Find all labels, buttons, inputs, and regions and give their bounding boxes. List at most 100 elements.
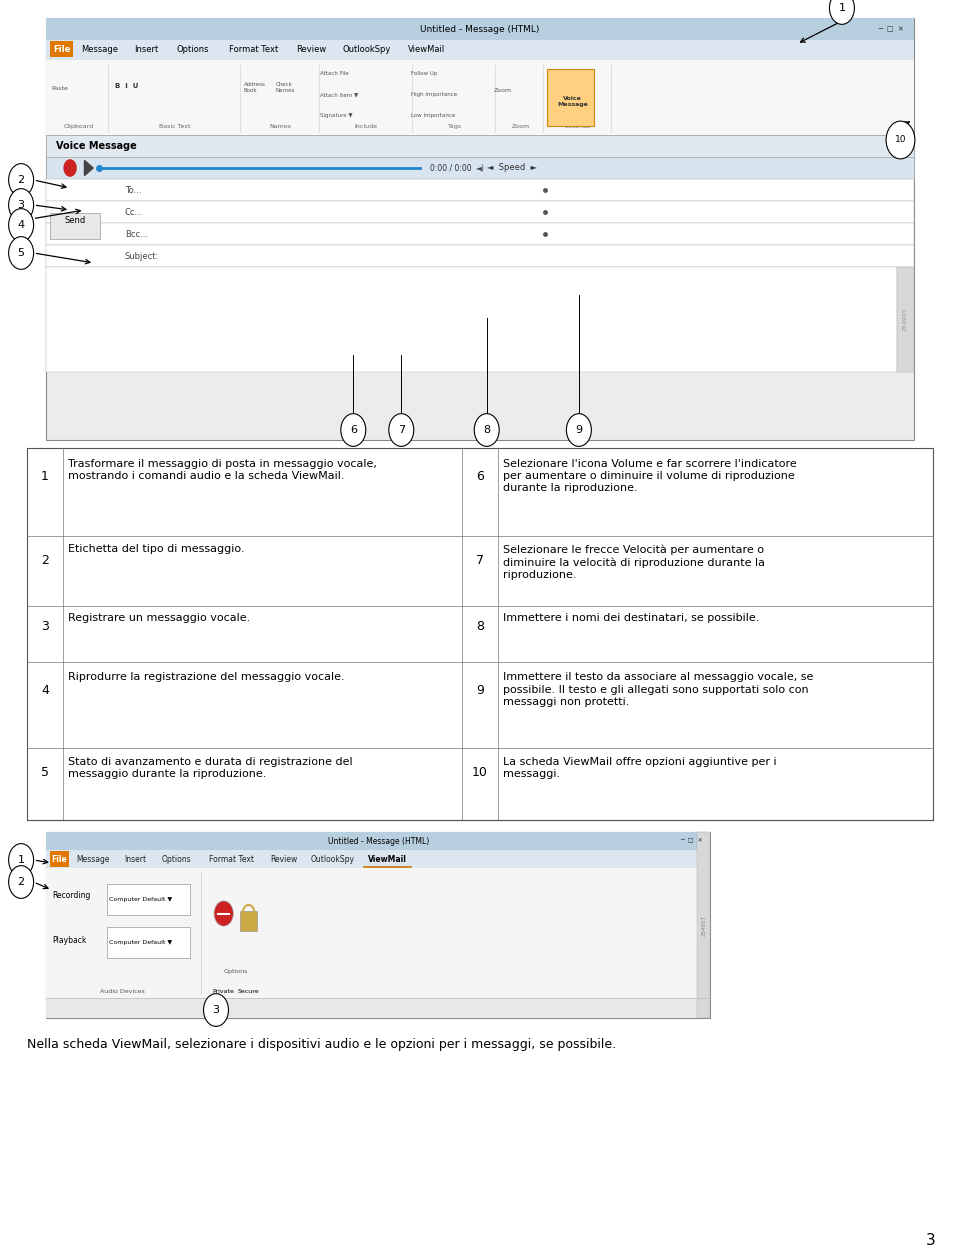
Circle shape: [886, 121, 915, 159]
Text: Immettere i nomi dei destinatari, se possibile.: Immettere i nomi dei destinatari, se pos…: [503, 613, 759, 623]
Text: Send: Send: [64, 216, 85, 225]
Text: 0:00 / 0:00: 0:00 / 0:00: [430, 164, 471, 172]
Text: Bcc...: Bcc...: [125, 229, 148, 239]
Text: 6: 6: [349, 425, 357, 435]
Text: «: «: [900, 141, 905, 151]
Circle shape: [341, 414, 366, 447]
Bar: [697, 832, 710, 1018]
Text: Format Text: Format Text: [209, 854, 254, 863]
Text: Follow Up: Follow Up: [411, 72, 437, 77]
Bar: [50, 852, 69, 867]
Bar: [46, 245, 914, 267]
Text: Insert: Insert: [133, 45, 158, 54]
FancyBboxPatch shape: [107, 927, 190, 957]
Text: 1: 1: [838, 3, 846, 13]
Text: Stato di avanzamento e durata di registrazione del
messaggio durante la riproduz: Stato di avanzamento e durata di registr…: [68, 756, 352, 779]
Text: Etichetta del tipo di messaggio.: Etichetta del tipo di messaggio.: [68, 545, 245, 555]
Text: Include: Include: [355, 123, 377, 128]
Bar: [46, 201, 914, 223]
Text: ◄): ◄): [475, 164, 485, 172]
Text: Options: Options: [177, 45, 209, 54]
Text: Trasformare il messaggio di posta in messaggio vocale,
mostrando i comandi audio: Trasformare il messaggio di posta in mes…: [68, 459, 377, 481]
Text: 3: 3: [926, 1233, 936, 1248]
Text: High Importance: High Importance: [411, 92, 457, 97]
Text: Cc...: Cc...: [125, 208, 143, 216]
Circle shape: [9, 866, 34, 898]
Bar: [50, 42, 73, 58]
Text: Untitled - Message (HTML): Untitled - Message (HTML): [327, 837, 429, 845]
Text: Voice Message: Voice Message: [56, 141, 136, 151]
Text: ViewMail: ViewMail: [408, 45, 445, 54]
Text: Immettere il testo da associare al messaggio vocale, se
possibile. Il testo e gl: Immettere il testo da associare al messa…: [503, 672, 813, 707]
Bar: [46, 223, 914, 245]
Text: Secure: Secure: [238, 989, 259, 994]
Text: Check
Names: Check Names: [276, 83, 295, 93]
Text: Registrare un messaggio vocale.: Registrare un messaggio vocale.: [68, 613, 251, 623]
Text: 10: 10: [472, 766, 488, 779]
Text: Address
Book: Address Book: [244, 83, 266, 93]
Text: 254957: 254957: [701, 915, 707, 936]
Text: 1: 1: [41, 470, 49, 483]
Text: Signature ▼: Signature ▼: [320, 113, 352, 118]
Text: Audio Devices: Audio Devices: [100, 989, 144, 994]
Text: 6: 6: [476, 470, 484, 483]
Bar: [46, 157, 914, 179]
Circle shape: [9, 844, 34, 877]
Text: Nella scheda ViewMail, selezionare i dispositivi audio e le opzioni per i messag: Nella scheda ViewMail, selezionare i dis…: [27, 1038, 616, 1052]
Circle shape: [9, 164, 34, 196]
Bar: [46, 832, 710, 1018]
Text: 2: 2: [41, 554, 49, 566]
Text: To...: To...: [125, 185, 141, 195]
Text: ViewMail: ViewMail: [368, 854, 407, 863]
Text: Riprodurre la registrazione del messaggio vocale.: Riprodurre la registrazione del messaggi…: [68, 672, 345, 682]
Text: Zoom: Zoom: [493, 88, 512, 93]
Text: Voice
Message: Voice Message: [557, 96, 588, 107]
Polygon shape: [84, 161, 93, 176]
Text: 3: 3: [41, 620, 49, 633]
Text: 10: 10: [895, 136, 906, 145]
Text: 2: 2: [17, 877, 25, 887]
Bar: [46, 40, 914, 60]
Bar: [46, 18, 914, 40]
Bar: [46, 868, 710, 998]
Text: 254955: 254955: [902, 308, 908, 331]
Text: 1: 1: [17, 855, 25, 866]
Text: 7: 7: [397, 425, 405, 435]
Text: La scheda ViewMail offre opzioni aggiuntive per i
messaggi.: La scheda ViewMail offre opzioni aggiunt…: [503, 756, 777, 779]
Text: Tags: Tags: [447, 123, 462, 128]
Text: Selezionare le frecce Velocità per aumentare o
diminuire la velocità di riproduz: Selezionare le frecce Velocità per aumen…: [503, 545, 765, 580]
Text: Subject:: Subject:: [125, 252, 159, 260]
Text: Names: Names: [270, 123, 291, 128]
Circle shape: [389, 414, 414, 447]
FancyBboxPatch shape: [240, 911, 257, 931]
Text: Playback: Playback: [52, 936, 86, 945]
Text: Message: Message: [81, 45, 118, 54]
Circle shape: [63, 160, 77, 177]
Text: 9: 9: [575, 425, 583, 435]
Text: Private: Private: [213, 989, 234, 994]
Text: File: File: [52, 854, 67, 863]
Text: Untitled - Message (HTML): Untitled - Message (HTML): [420, 24, 540, 34]
Bar: [897, 267, 914, 372]
Circle shape: [474, 414, 499, 447]
Text: 7: 7: [476, 554, 484, 566]
Circle shape: [204, 994, 228, 1027]
Text: 2: 2: [17, 175, 25, 185]
Text: 8: 8: [476, 620, 484, 633]
Text: Message: Message: [76, 854, 109, 863]
Bar: [46, 267, 897, 372]
Text: ─  □  ✕: ─ □ ✕: [878, 26, 904, 31]
Circle shape: [9, 209, 34, 242]
Circle shape: [9, 189, 34, 221]
Bar: [46, 60, 914, 135]
Text: ViewMail: ViewMail: [564, 123, 591, 128]
Text: Low Importance: Low Importance: [411, 113, 455, 118]
Circle shape: [829, 0, 854, 24]
Text: Options: Options: [224, 969, 249, 974]
Bar: [46, 179, 914, 201]
Bar: [46, 850, 710, 868]
Text: Clipboard: Clipboard: [63, 123, 94, 128]
FancyBboxPatch shape: [107, 883, 190, 915]
Text: 9: 9: [476, 683, 484, 697]
Text: Attach Item ▼: Attach Item ▼: [320, 92, 358, 97]
